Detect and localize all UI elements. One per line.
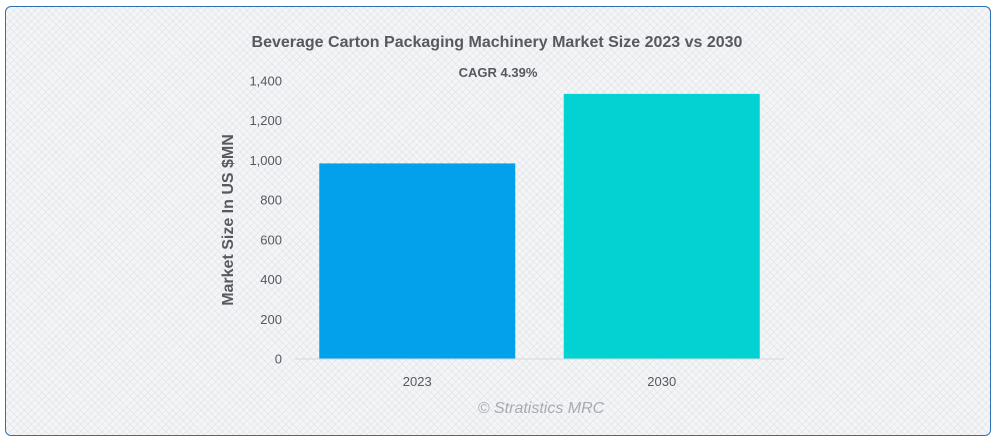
chart-title: Beverage Carton Packaging Machinery Mark… <box>252 34 743 51</box>
y-tick-label: 200 <box>260 312 282 327</box>
watermark: © Stratistics MRC <box>478 400 605 417</box>
x-tick-label: 2030 <box>647 374 676 389</box>
x-tick-label: 2023 <box>403 374 432 389</box>
y-axis-label: Market Size In US $MN <box>220 134 237 306</box>
y-tick-label: 800 <box>260 193 282 208</box>
y-tick-label: 1,200 <box>249 113 282 128</box>
cagr-annotation: CAGR 4.39% <box>459 65 538 80</box>
y-tick-label: 400 <box>260 272 282 287</box>
y-tick-label: 1,000 <box>249 153 282 168</box>
x-axis: 2023 2030 <box>403 374 676 389</box>
y-tick-label: 600 <box>260 232 282 247</box>
y-axis: 0 200 400 600 800 1,000 1,200 1,400 <box>249 74 282 367</box>
y-tick-label: 0 <box>275 352 282 367</box>
y-tick-label: 1,400 <box>249 74 282 89</box>
bar-2023 <box>319 163 516 359</box>
bar-2030 <box>563 93 760 360</box>
bars <box>319 93 760 360</box>
